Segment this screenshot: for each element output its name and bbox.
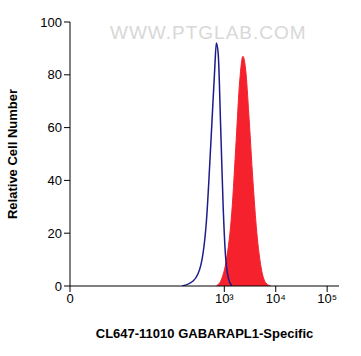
svg-text:Relative Cell Number: Relative Cell Number	[8, 89, 20, 219]
svg-text:CL647-11010 GABARAPL1-Specific: CL647-11010 GABARAPL1-Specific	[96, 326, 313, 341]
svg-text:60: 60	[48, 120, 62, 135]
svg-text:20: 20	[48, 226, 62, 241]
svg-text:10⁵: 10⁵	[317, 291, 337, 306]
svg-text:10³: 10³	[215, 291, 234, 306]
svg-text:40: 40	[48, 173, 62, 188]
svg-text:100: 100	[40, 15, 62, 30]
svg-text:0: 0	[55, 279, 62, 294]
svg-text:10⁴: 10⁴	[266, 291, 286, 306]
svg-text:0: 0	[66, 291, 73, 306]
html-text:WWW.PTGLAB.COM: WWW.PTGLAB.COM	[110, 22, 307, 43]
svg-text:80: 80	[48, 67, 62, 82]
